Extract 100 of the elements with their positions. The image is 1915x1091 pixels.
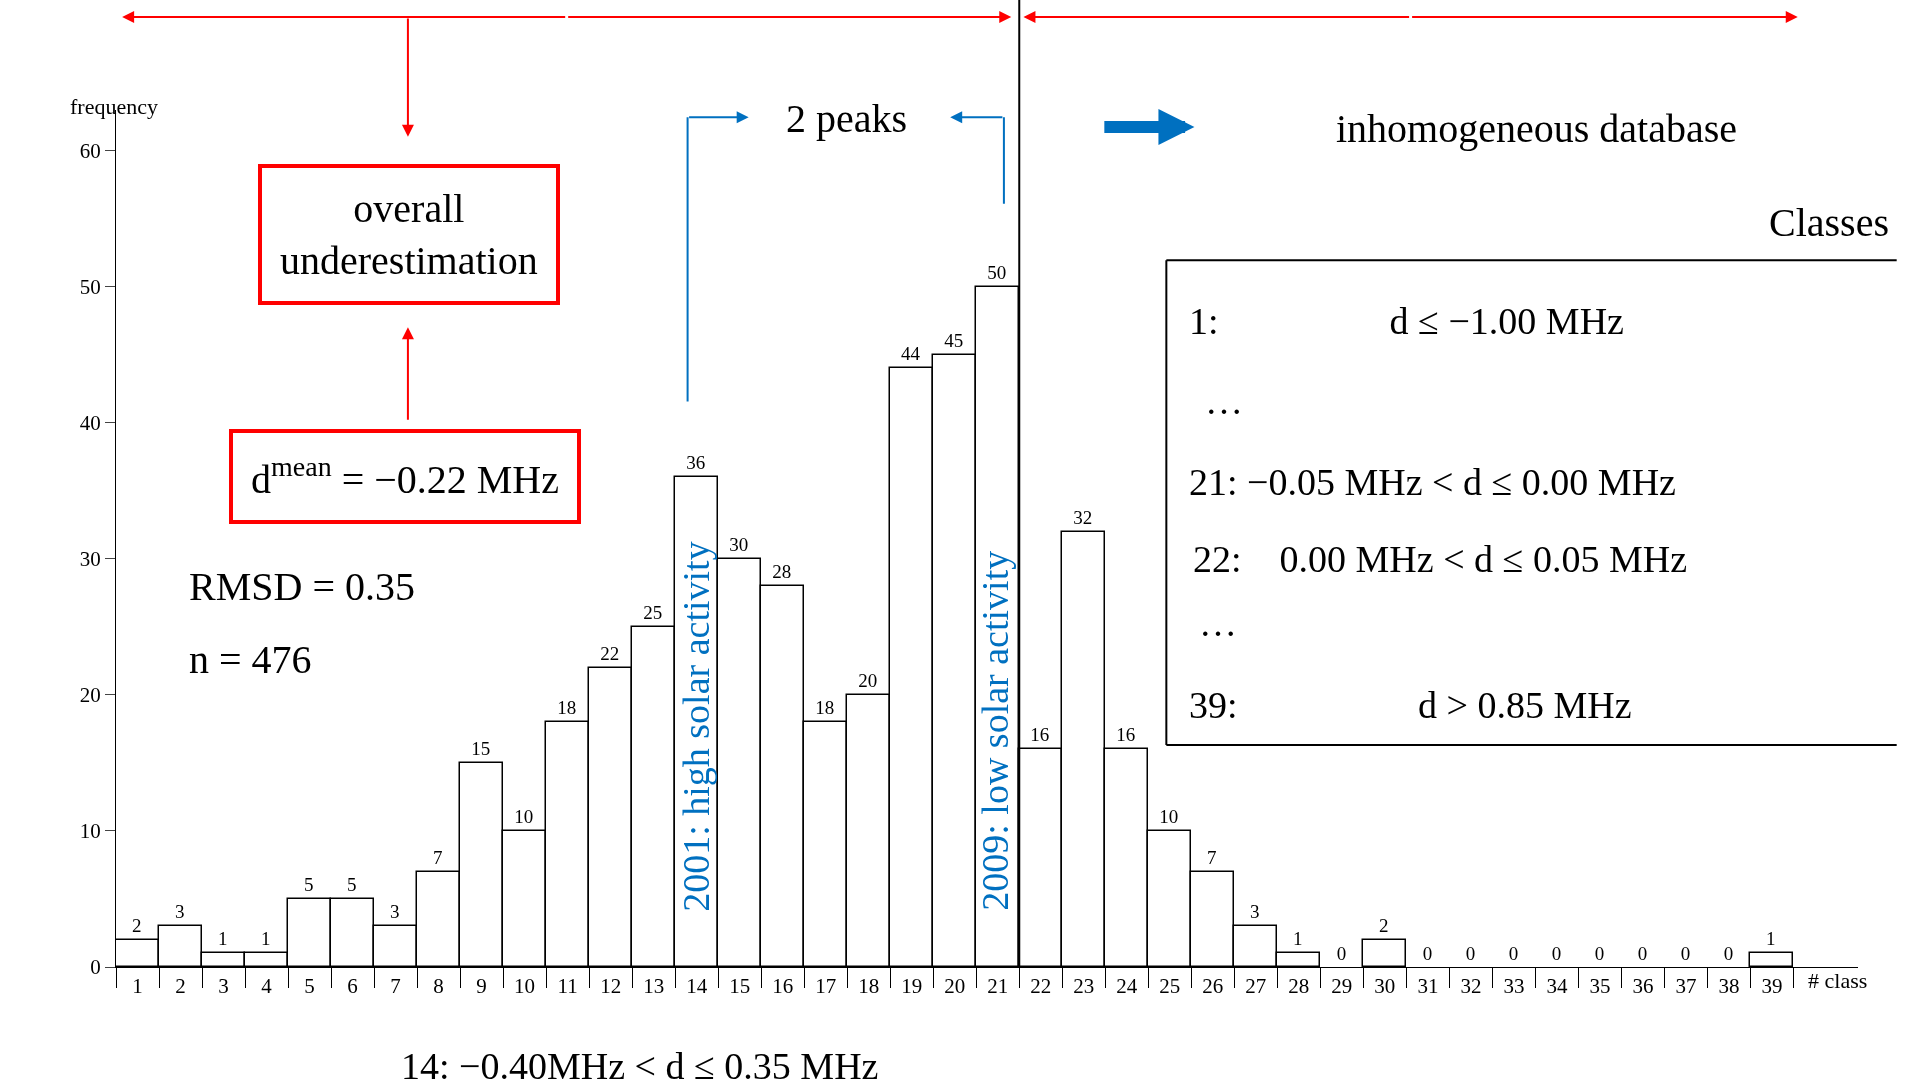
x-tick-label: 8 xyxy=(433,974,444,999)
data-label: 0 xyxy=(1594,943,1605,964)
x-tick-label: 28 xyxy=(1288,974,1310,999)
x-tick-label: 35 xyxy=(1589,974,1611,999)
annotation: overall underestimation xyxy=(280,186,538,283)
x-tick-label: 29 xyxy=(1331,974,1353,999)
data-label: 10 xyxy=(514,806,534,828)
data-label: 2 xyxy=(1379,915,1389,937)
x-tick-label: 2 xyxy=(175,974,186,999)
y-tick-label: 50 xyxy=(79,275,101,300)
y-tick-label: 30 xyxy=(79,547,101,572)
x-tick-label: 30 xyxy=(1374,974,1396,999)
data-label: 0 xyxy=(1723,943,1734,964)
annotation: n = 476 xyxy=(189,637,312,682)
x-tick-label: 36 xyxy=(1632,974,1654,999)
data-label: 16 xyxy=(1116,724,1136,746)
x-tick-label: 15 xyxy=(729,974,751,999)
data-label: 0 xyxy=(1336,943,1347,964)
x-tick-label: 18 xyxy=(858,974,880,999)
x-tick-label: 33 xyxy=(1503,974,1525,999)
x-tick-label: 4 xyxy=(261,974,273,999)
y-tick-label: 10 xyxy=(79,819,101,844)
data-label: 25 xyxy=(643,602,663,624)
data-label: 7 xyxy=(433,847,443,869)
x-tick-label: 19 xyxy=(901,974,923,999)
data-label: 5 xyxy=(304,874,314,896)
x-tick-label: 10 xyxy=(514,974,536,999)
x-tick-label: 22 xyxy=(1030,974,1052,999)
annotation: … xyxy=(1199,602,1237,644)
data-label: 22 xyxy=(600,643,620,665)
data-label: 3 xyxy=(390,901,400,923)
annotation: inhomogeneous database xyxy=(1336,106,1737,151)
x-tick-label: 26 xyxy=(1202,974,1224,999)
data-label: 15 xyxy=(471,738,491,760)
x-tick-label: 12 xyxy=(600,974,622,999)
data-label: 1 xyxy=(261,928,271,950)
x-tick-label: 9 xyxy=(476,974,487,999)
annotation: 1: d ≤ −1.00 MHz xyxy=(1189,300,1624,342)
data-label: 10 xyxy=(1159,806,1179,828)
x-tick-label: 16 xyxy=(772,974,794,999)
data-label: 18 xyxy=(815,697,835,719)
x-tick-label: 14 xyxy=(686,974,708,999)
x-tick-label: 13 xyxy=(643,974,665,999)
x-tick-label: 5 xyxy=(304,974,315,999)
data-label: 0 xyxy=(1637,943,1648,964)
x-tick-label: 34 xyxy=(1546,974,1568,999)
x-tick-label: 23 xyxy=(1073,974,1095,999)
data-label: 5 xyxy=(347,874,357,896)
data-label: 1 xyxy=(1293,928,1303,950)
x-tick-label: 20 xyxy=(944,974,966,999)
annotation: 22: 0.00 MHz < d ≤ 0.05 MHz xyxy=(1193,538,1688,580)
x-tick-label: 27 xyxy=(1245,974,1267,999)
data-label: 44 xyxy=(901,343,921,365)
y-tick-label: 40 xyxy=(79,411,101,436)
annotation: 39: d > 0.85 MHz xyxy=(1189,684,1632,726)
data-label: 32 xyxy=(1073,507,1093,529)
x-tick-label: 17 xyxy=(815,974,837,999)
x-tick-label: 3 xyxy=(218,974,229,999)
data-label: 3 xyxy=(175,901,185,923)
data-label: 50 xyxy=(987,262,1007,284)
x-tick-label: 38 xyxy=(1718,974,1740,999)
data-label: 3 xyxy=(1250,901,1260,923)
annotation: RMSD = 0.35 xyxy=(189,564,415,609)
data-label: 36 xyxy=(686,452,706,474)
x-tick-label: 6 xyxy=(347,974,358,999)
y-axis-title: frequency xyxy=(70,94,158,119)
data-label: 0 xyxy=(1680,943,1691,964)
annotation: 21: −0.05 MHz < d ≤ 0.00 MHz xyxy=(1189,461,1676,503)
data-label: 45 xyxy=(944,330,964,352)
annotation: … xyxy=(1205,380,1243,422)
y-tick-label: 60 xyxy=(79,139,101,164)
x-tick-label: 37 xyxy=(1675,974,1697,999)
data-label: 28 xyxy=(772,561,792,583)
text: 14: −0.40MHz < d ≤ 0.35 MHz xyxy=(401,1045,879,1087)
data-label: 1 xyxy=(218,928,228,950)
y-tick-label: 20 xyxy=(79,683,101,708)
y-tick-label: 0 xyxy=(90,955,101,980)
annotation: d$^{mean}$ = −0.22 MHz xyxy=(251,451,559,502)
x-tick-label: 11 xyxy=(557,974,578,999)
x-tick-label: 25 xyxy=(1159,974,1181,999)
data-label: 0 xyxy=(1508,943,1519,964)
data-label: 30 xyxy=(729,534,749,556)
data-label: 0 xyxy=(1551,943,1562,964)
x-tick-label: 31 xyxy=(1417,974,1439,999)
data-label: 2 xyxy=(132,915,142,937)
annotation: Classes xyxy=(1769,200,1889,245)
data-label: 0 xyxy=(1465,943,1476,964)
data-label: 7 xyxy=(1207,847,1217,869)
x-tick-label: 24 xyxy=(1116,974,1138,999)
annotation: 2 peaks xyxy=(786,96,908,141)
data-label: 18 xyxy=(557,697,577,719)
x-tick-label: 7 xyxy=(390,974,401,999)
x-tick-label: 39 xyxy=(1761,974,1783,999)
annotation: 2009: low solar activity xyxy=(974,550,1017,911)
annotation: 2001: high solar activity xyxy=(675,541,718,912)
x-axis-title: # class xyxy=(1808,968,1868,993)
data-label: 0 xyxy=(1422,943,1433,964)
data-label: 16 xyxy=(1030,724,1050,746)
x-tick-label: 21 xyxy=(987,974,1009,999)
data-label: 20 xyxy=(858,670,878,692)
